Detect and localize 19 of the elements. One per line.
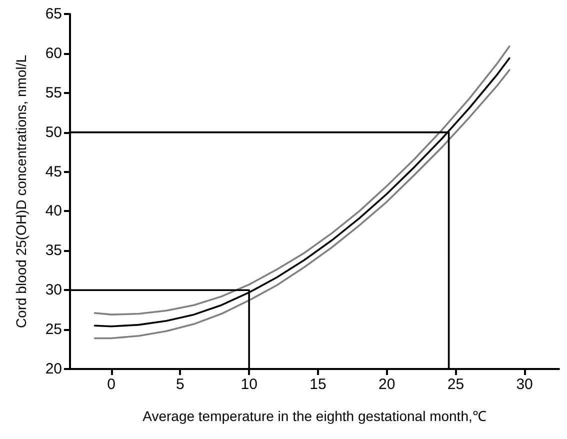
- y-tick-label: 20: [45, 360, 62, 378]
- y-tick-label: 60: [45, 44, 62, 62]
- x-tick-label: 5: [176, 376, 184, 393]
- y-tick-label: 45: [45, 163, 62, 180]
- x-tick-label: 0: [107, 376, 116, 393]
- x-tick-label: 15: [310, 376, 326, 393]
- y-tick-label: 50: [45, 124, 62, 141]
- x-tick-label: 30: [516, 376, 533, 393]
- y-tick-label: 55: [45, 84, 62, 102]
- x-tick-label: 25: [447, 376, 464, 393]
- x-tick-label: 10: [240, 376, 258, 393]
- x-tick-label: 20: [378, 376, 396, 393]
- y-tick-label: 30: [45, 282, 62, 299]
- y-tick-label: 35: [45, 242, 62, 260]
- y-tick-label: 65: [45, 6, 62, 22]
- x-axis-title: Average temperature in the eighth gestational month,℃: [142, 408, 486, 424]
- y-tick-label: 40: [45, 202, 62, 220]
- y-tick-label: 25: [45, 321, 62, 338]
- y-axis-title: Cord blood 25(OH)D concentrations, nmol/L: [13, 54, 29, 328]
